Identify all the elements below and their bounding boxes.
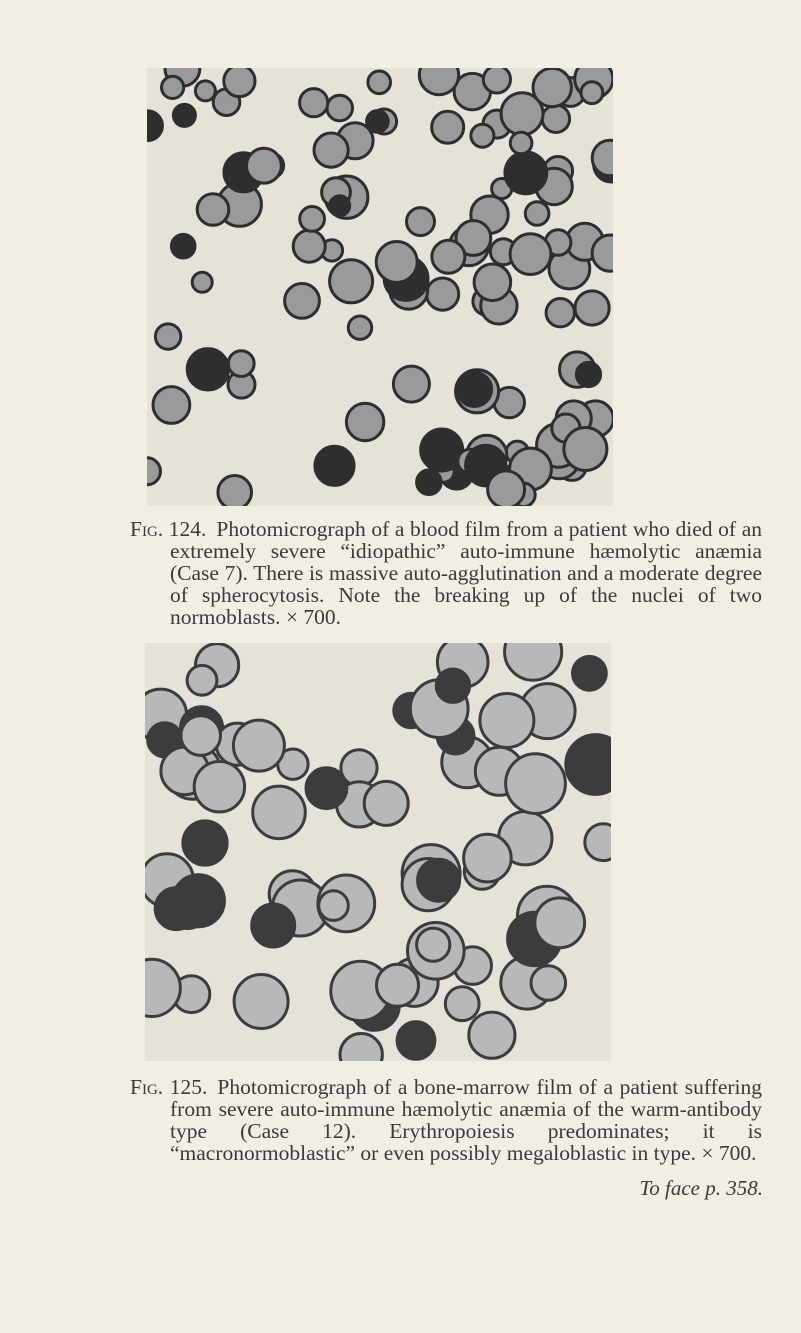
cell [573, 289, 611, 327]
cell [181, 819, 229, 867]
cell [346, 314, 374, 341]
cell [147, 109, 164, 142]
cell [365, 109, 390, 134]
cell [504, 752, 567, 816]
cell [328, 194, 352, 218]
cell [344, 401, 386, 443]
cell [222, 68, 257, 99]
cell [283, 282, 321, 320]
figure-label: Fig. 124. [130, 517, 207, 541]
cell [216, 474, 253, 506]
cell [478, 692, 536, 749]
cell [195, 192, 231, 227]
cell [317, 889, 350, 922]
cell [169, 232, 197, 260]
footer-note: To face p. 358. [639, 1176, 763, 1200]
cell [486, 469, 527, 506]
cell [298, 205, 327, 233]
cell [415, 468, 443, 497]
cell [583, 822, 611, 863]
cell [325, 93, 354, 123]
cell [298, 87, 330, 119]
photomicrograph [145, 643, 611, 1061]
cell [455, 370, 494, 408]
cell [415, 926, 452, 963]
cell [145, 957, 182, 1018]
cell [151, 385, 192, 425]
cell [231, 718, 286, 773]
cell [503, 150, 549, 196]
cell [454, 219, 493, 257]
cell [153, 322, 183, 351]
cell [419, 427, 465, 473]
cell [425, 276, 461, 312]
cell [245, 146, 283, 185]
cell [395, 1020, 437, 1061]
cell [544, 297, 576, 329]
cell [232, 973, 290, 1030]
cell [179, 714, 222, 757]
cell [391, 364, 431, 404]
cell [508, 232, 553, 277]
cell [338, 1032, 384, 1061]
cell [366, 69, 392, 96]
cell [508, 130, 534, 156]
cell [251, 784, 307, 841]
cell [579, 80, 605, 106]
cell [362, 779, 410, 827]
cell [328, 258, 375, 305]
cell [540, 103, 572, 134]
cell [574, 360, 603, 389]
cell [531, 68, 573, 109]
caption-text: Photomicrograph of a blood film from a p… [170, 517, 762, 629]
cell [153, 886, 199, 932]
cell [434, 667, 472, 704]
cell [416, 857, 462, 903]
cell [374, 240, 419, 284]
cell [250, 902, 297, 949]
cell [405, 206, 436, 238]
cell [185, 663, 219, 697]
cell [562, 426, 609, 472]
cell [590, 138, 613, 178]
cell [312, 131, 350, 169]
figure-caption: Fig. 125. Photomicrograph of a bone-marro… [130, 1076, 762, 1164]
cell [190, 270, 214, 294]
cell [160, 74, 186, 100]
cell [430, 238, 467, 275]
cell [443, 985, 481, 1023]
cell [590, 233, 613, 273]
cell [226, 349, 256, 379]
cell [467, 1010, 517, 1060]
cell [469, 122, 496, 149]
cell [462, 832, 513, 884]
cell [564, 733, 611, 796]
figure-label: Fig. 125. [130, 1075, 208, 1099]
cell [185, 347, 231, 392]
cell [481, 68, 512, 95]
cell [147, 456, 162, 487]
cell [192, 760, 247, 814]
figure-caption: Fig. 124. Photomicrograph of a blood film… [130, 518, 762, 628]
cell [503, 643, 564, 682]
cell [472, 262, 513, 303]
photomicrograph [147, 68, 613, 506]
cell [375, 962, 420, 1008]
cell [193, 79, 217, 103]
cell [313, 444, 356, 487]
cell [523, 200, 551, 227]
cell [430, 109, 466, 145]
cell [304, 766, 349, 811]
cell [417, 68, 461, 97]
cell [291, 228, 327, 264]
caption-text: Photomicrograph of a bone-marrow film of… [170, 1075, 762, 1165]
cell [533, 896, 587, 950]
cell [529, 964, 568, 1002]
cell [171, 102, 197, 128]
cell [571, 654, 608, 692]
